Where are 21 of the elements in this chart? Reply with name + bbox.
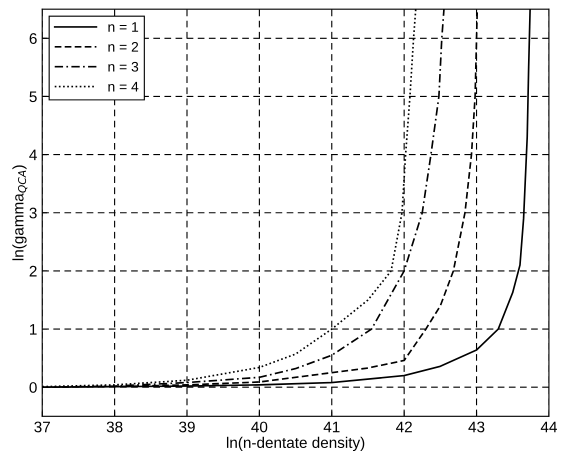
y-tick-label: 1 — [30, 324, 37, 335]
x-tick-label: 42 — [396, 422, 412, 432]
x-tick-label: 39 — [179, 422, 195, 432]
y-axis-title: ln(gamma$_{QCA}$) — [12, 165, 28, 260]
x-tick-label: 41 — [324, 422, 340, 432]
y-tick-label: 2 — [30, 266, 37, 276]
x-tick-label: 37 — [34, 422, 50, 432]
y-tick-label: 3 — [29, 208, 37, 218]
y-tick-label: 0 — [29, 382, 37, 393]
legend-label: n = 2 — [108, 42, 138, 52]
legend-label: n = 1 — [108, 22, 138, 32]
x-tick-label: 38 — [106, 422, 122, 432]
legend-label: n = 4 — [108, 82, 138, 92]
legend-label: n = 3 — [108, 62, 138, 72]
x-axis-title: ln(n-dentate density) — [226, 436, 364, 452]
y-tick-label: 6 — [30, 33, 37, 44]
y-tick-label: 5 — [29, 91, 37, 102]
x-tick-label: 44 — [540, 422, 557, 432]
y-tick-label: 4 — [29, 150, 37, 160]
x-tick-label: 40 — [251, 422, 268, 432]
x-tick-label: 43 — [468, 422, 484, 432]
